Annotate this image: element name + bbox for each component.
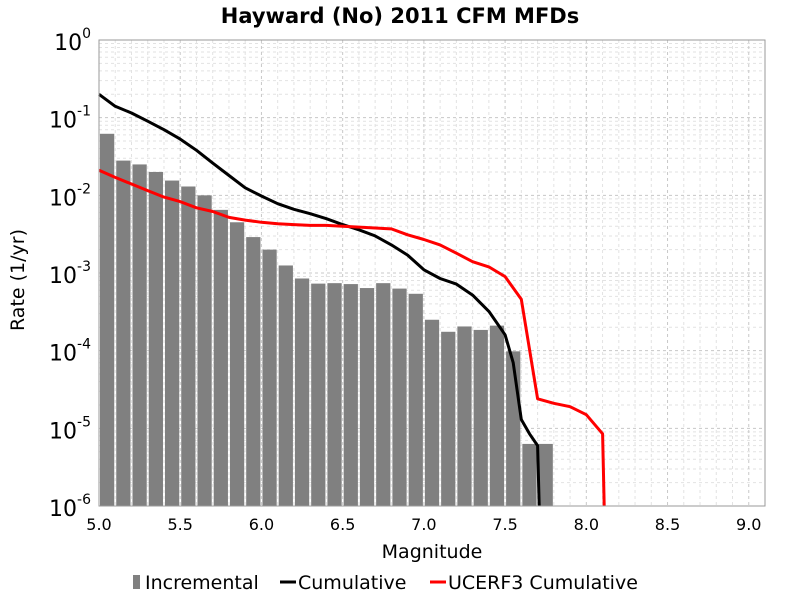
plot-border [98, 39, 766, 507]
incremental-bar [148, 171, 163, 506]
incremental-bar [473, 329, 488, 506]
incremental-bar [522, 443, 537, 506]
incremental-bar [311, 283, 326, 506]
x-tick-label: 9.0 [736, 515, 761, 534]
incremental-bar [197, 195, 212, 507]
x-axis-ticks: 5.0 5.5 6.0 6.5 7.0 7.5 8.0 8.5 9.0 [86, 515, 761, 534]
incremental-bar [100, 133, 115, 507]
legend-label-ucerf3-cumulative: UCERF3 Cumulative [448, 572, 638, 594]
incremental-bar [116, 160, 131, 506]
plot-frame [98, 39, 766, 507]
incremental-bar [538, 443, 553, 506]
x-tick-label: 8.5 [655, 515, 680, 534]
chart-title: Hayward (No) 2011 CFM MFDs [221, 4, 579, 28]
incremental-bar [229, 222, 245, 507]
y-tick-label: 10-5 [49, 414, 91, 444]
incremental-bar [424, 319, 440, 506]
ucerf3-cumulative-line [98, 168, 606, 507]
y-tick-label: 10-4 [49, 337, 91, 367]
x-tick-label: 5.5 [167, 515, 192, 534]
cumulative-lines [98, 93, 606, 507]
cumulative-line [98, 93, 541, 507]
incremental-bar [327, 283, 342, 506]
incremental-bar [441, 331, 456, 506]
y-tick-label: 10-1 [49, 104, 91, 134]
x-tick-label: 5.0 [86, 515, 111, 534]
incremental-bar [343, 284, 358, 506]
y-tick-label: 10-3 [49, 259, 91, 289]
x-tick-label: 6.0 [249, 515, 274, 534]
x-tick-label: 7.5 [492, 515, 517, 534]
incremental-bar [392, 288, 407, 506]
y-tick-label: 10-6 [49, 492, 91, 522]
incremental-bar [132, 164, 147, 506]
incremental-bar [294, 278, 310, 506]
incremental-bar [246, 237, 261, 506]
incremental-bar [408, 293, 423, 506]
incremental-bar [489, 325, 505, 506]
incremental-bar [359, 288, 375, 506]
legend-swatch-incremental [133, 575, 140, 589]
incremental-bar [164, 180, 180, 506]
y-axis-label: Rate (1/yr) [7, 229, 29, 331]
legend-label-cumulative: Cumulative [298, 572, 406, 594]
x-tick-label: 7.0 [411, 515, 436, 534]
x-tick-label: 6.5 [330, 515, 355, 534]
incremental-bars [100, 133, 553, 507]
incremental-bar [262, 249, 277, 507]
incremental-bar [376, 283, 391, 506]
y-axis-ticks: 100 10-1 10-2 10-3 10-4 10-5 10-6 [49, 26, 91, 522]
incremental-bar [181, 186, 196, 506]
legend: Incremental Cumulative UCERF3 Cumulative [133, 572, 638, 594]
x-tick-label: 8.0 [574, 515, 599, 534]
incremental-bar [278, 265, 293, 506]
x-axis-label: Magnitude [382, 541, 483, 563]
incremental-bar [506, 351, 521, 506]
legend-label-incremental: Incremental [145, 572, 259, 594]
y-tick-label: 10-2 [49, 181, 91, 211]
incremental-bar [457, 326, 472, 506]
y-tick-label: 100 [54, 26, 91, 56]
incremental-bar [213, 209, 228, 507]
